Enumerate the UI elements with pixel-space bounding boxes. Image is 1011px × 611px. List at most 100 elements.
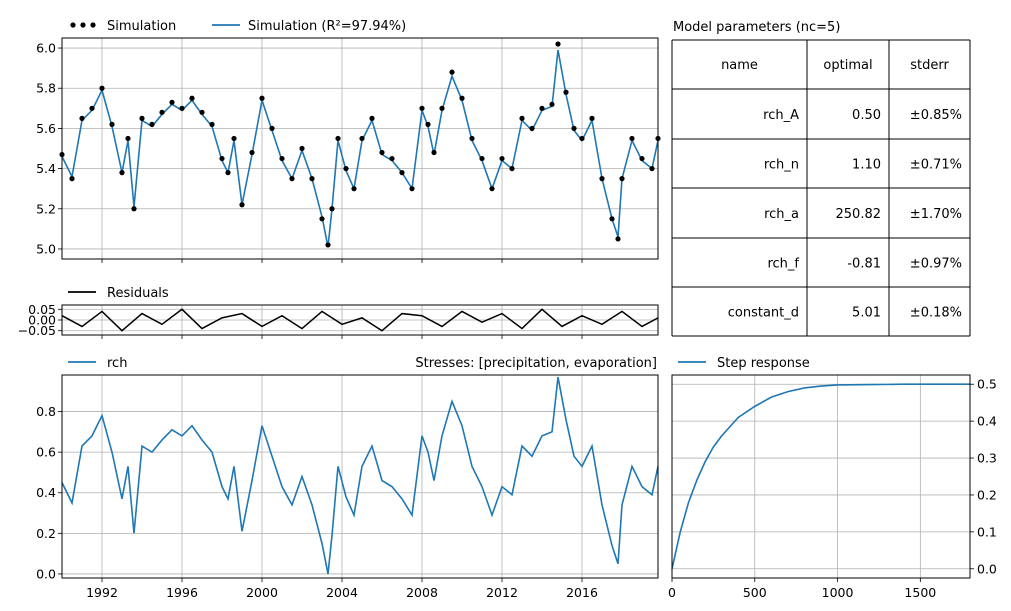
observed-point: [589, 115, 595, 121]
res-frame: [61, 304, 659, 336]
legend-label-rch: rch: [107, 356, 127, 371]
observed-point: [249, 149, 255, 156]
observed-point: [239, 202, 245, 208]
res-ytick-label: −0.05: [18, 323, 56, 338]
observed-point: [125, 135, 131, 142]
observed-point: [109, 121, 115, 127]
observed-point: [169, 99, 175, 105]
observed-point: [325, 242, 331, 248]
sim-ytick-label: 5.8: [36, 81, 56, 96]
observed-point: [179, 105, 185, 111]
str-ytick-label: 0.8: [36, 404, 56, 419]
observed-point: [563, 89, 569, 95]
simulation-line: [61, 49, 659, 248]
observed-point: [89, 105, 95, 111]
res-ytick-label: 0.05: [28, 302, 56, 317]
res-ytick-label: 0.00: [28, 313, 56, 328]
table-cell-stderr: ±0.71%: [910, 158, 962, 173]
observed-point: [335, 135, 341, 142]
observed-point: [209, 121, 215, 127]
observed-point: [329, 206, 335, 212]
observed-point: [379, 149, 385, 156]
observed-point: [555, 41, 561, 47]
observed-point: [69, 176, 75, 182]
observed-point: [615, 236, 621, 242]
observed-point: [449, 69, 455, 75]
observed-point: [409, 186, 415, 192]
observed-point: [343, 165, 349, 172]
step-xtick-label: 1000: [822, 585, 854, 600]
table-cell-name: rch_a: [764, 207, 799, 222]
parameters-table-title: Model parameters (nc=5): [673, 20, 840, 35]
str-xtick-label: 1996: [166, 585, 198, 600]
observed-point: [499, 155, 505, 162]
stresses-title: Stresses: [precipitation, evaporation]: [415, 356, 657, 371]
observed-point: [639, 155, 645, 162]
str-ytick-label: 0.4: [36, 485, 56, 500]
observed-point: [79, 115, 85, 121]
legend-label-residuals: Residuals: [107, 286, 169, 301]
str-xtick-label: 2004: [326, 585, 358, 600]
step-ytick-label: 0.5: [977, 377, 997, 392]
observed-point: [189, 95, 195, 101]
observed-point: [259, 95, 265, 101]
step-response-panel: 0.0 0.1 0.2 0.3 0.4 0.5 0 500 1000 1500 Step respo…: [668, 356, 997, 600]
table-cell-name: rch_f: [767, 257, 799, 272]
observed-point: [289, 176, 295, 182]
observed-point: [319, 216, 325, 222]
observed-point: [579, 135, 585, 142]
observed-point: [571, 125, 577, 132]
residuals-panel: 0.050.00−0.05 Residuals: [18, 286, 659, 339]
stresses-panel: 0.0 0.2 0.4 0.6 0.8 1992 1996 2000 2004 2008 2012 2…: [36, 356, 659, 600]
step-ytick-label: 0.2: [977, 487, 997, 502]
observed-point: [231, 135, 237, 142]
step-ytick-label: 0.4: [977, 414, 997, 429]
sim-ytick-label: 5.0: [36, 241, 56, 256]
observed-point: [131, 206, 137, 212]
simulation-panel: 5.0 5.2 5.4 5.6 5.8 6.0 Simulation Simulation (…: [36, 19, 661, 263]
observed-point: [299, 145, 305, 152]
legend-marker-observed: [80, 22, 86, 28]
observed-point: [425, 121, 431, 127]
table-header-name: name: [721, 58, 758, 73]
str-xtick-label: 2008: [406, 585, 438, 600]
str-ytick-label: 0.0: [36, 566, 56, 581]
rch-line: [61, 376, 659, 575]
observed-point: [269, 125, 275, 132]
table-cell-optimal: 5.01: [852, 306, 881, 321]
observed-point: [359, 135, 365, 142]
observed-point: [479, 155, 485, 162]
observed-point: [649, 165, 655, 172]
step-ytick-label: 0.0: [977, 561, 997, 576]
table-cell-optimal: 250.82: [836, 207, 882, 222]
legend-label-observed: Simulation: [107, 19, 176, 34]
legend-label-simulation: Simulation (R²=97.94%): [248, 19, 406, 34]
legend-marker-observed: [70, 22, 76, 28]
observed-point: [459, 95, 465, 101]
step-xtick-label: 500: [743, 585, 767, 600]
legend-marker-observed: [90, 22, 96, 28]
observed-point: [99, 85, 105, 91]
step-xtick-label: 0: [668, 585, 676, 600]
table-cell-name: rch_A: [763, 108, 799, 123]
step-xtick-label: 1500: [904, 585, 936, 600]
str-xtick-label: 1992: [86, 585, 118, 600]
table-cell-name: constant_d: [728, 306, 799, 321]
parameters-table: Model parameters (nc=5) name optimal stderr…: [671, 20, 971, 337]
observed-point: [351, 186, 357, 192]
observed-point: [529, 125, 535, 132]
observed-point: [599, 176, 605, 182]
sim-ytick-label: 5.6: [36, 121, 56, 136]
observed-point: [419, 105, 425, 111]
table-cell-stderr: ±0.18%: [910, 306, 962, 321]
sim-ytick-label: 6.0: [36, 41, 56, 56]
observed-point: [199, 109, 205, 115]
observed-point: [149, 121, 155, 127]
observed-point: [489, 186, 495, 192]
observed-point: [389, 155, 395, 162]
table-cell-name: rch_n: [764, 158, 799, 173]
observed-point: [519, 115, 525, 121]
sim-ytick-label: 5.2: [36, 201, 56, 216]
str-ytick-label: 0.6: [36, 445, 56, 460]
